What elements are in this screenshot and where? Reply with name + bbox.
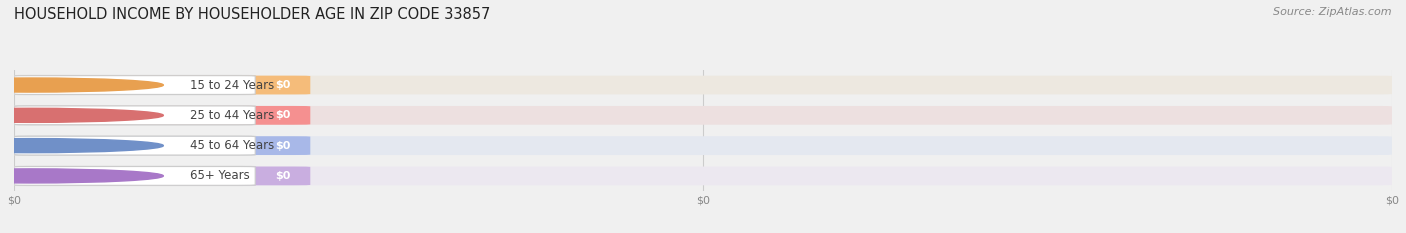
FancyBboxPatch shape bbox=[14, 167, 256, 185]
Text: HOUSEHOLD INCOME BY HOUSEHOLDER AGE IN ZIP CODE 33857: HOUSEHOLD INCOME BY HOUSEHOLDER AGE IN Z… bbox=[14, 7, 491, 22]
FancyBboxPatch shape bbox=[14, 136, 1392, 155]
Text: 65+ Years: 65+ Years bbox=[190, 169, 250, 182]
Ellipse shape bbox=[0, 169, 163, 183]
FancyBboxPatch shape bbox=[14, 106, 311, 125]
Text: 45 to 64 Years: 45 to 64 Years bbox=[190, 139, 274, 152]
Text: $0: $0 bbox=[276, 110, 291, 120]
FancyBboxPatch shape bbox=[14, 76, 1392, 94]
Ellipse shape bbox=[0, 108, 163, 122]
Text: 25 to 44 Years: 25 to 44 Years bbox=[190, 109, 274, 122]
Text: $0: $0 bbox=[276, 141, 291, 151]
Ellipse shape bbox=[0, 139, 163, 153]
FancyBboxPatch shape bbox=[14, 136, 256, 155]
Text: 15 to 24 Years: 15 to 24 Years bbox=[190, 79, 274, 92]
FancyBboxPatch shape bbox=[14, 136, 256, 155]
FancyBboxPatch shape bbox=[14, 76, 311, 94]
Text: $0: $0 bbox=[276, 80, 291, 90]
FancyBboxPatch shape bbox=[14, 76, 256, 94]
Text: Source: ZipAtlas.com: Source: ZipAtlas.com bbox=[1274, 7, 1392, 17]
FancyBboxPatch shape bbox=[14, 167, 311, 185]
FancyBboxPatch shape bbox=[14, 106, 256, 125]
FancyBboxPatch shape bbox=[14, 76, 256, 94]
FancyBboxPatch shape bbox=[14, 136, 311, 155]
FancyBboxPatch shape bbox=[14, 167, 1392, 185]
FancyBboxPatch shape bbox=[14, 106, 1392, 125]
Ellipse shape bbox=[0, 78, 163, 92]
FancyBboxPatch shape bbox=[14, 167, 256, 185]
Text: $0: $0 bbox=[276, 171, 291, 181]
FancyBboxPatch shape bbox=[14, 106, 256, 125]
